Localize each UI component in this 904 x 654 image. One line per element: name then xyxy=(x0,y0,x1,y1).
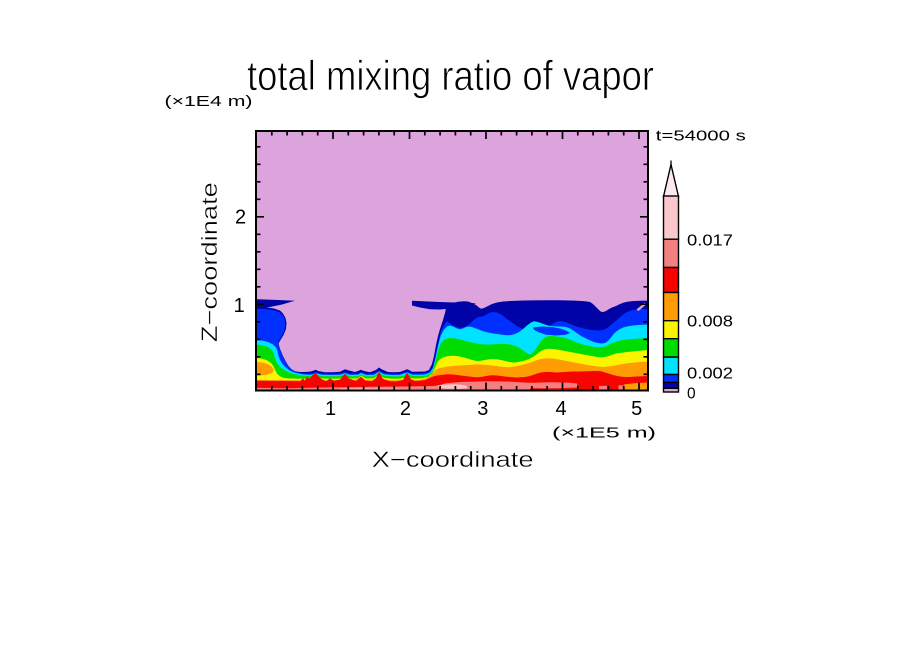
svg-text:Z−coordinate: Z−coordinate xyxy=(197,182,222,342)
svg-text:5: 5 xyxy=(631,398,642,420)
svg-text:4: 4 xyxy=(555,398,566,420)
svg-text:3: 3 xyxy=(477,398,488,420)
svg-text:(×1E5 m): (×1E5 m) xyxy=(552,426,656,442)
svg-text:(×1E4 m): (×1E4 m) xyxy=(165,94,253,110)
svg-text:0: 0 xyxy=(687,385,696,402)
svg-text:2: 2 xyxy=(400,398,411,420)
svg-text:0.002: 0.002 xyxy=(687,366,733,383)
svg-text:total mixing ratio of vapor: total mixing ratio of vapor xyxy=(247,52,654,99)
svg-text:2: 2 xyxy=(235,207,246,229)
svg-text:0.017: 0.017 xyxy=(687,233,733,250)
svg-text:X−coordinate: X−coordinate xyxy=(372,447,534,472)
svg-text:1: 1 xyxy=(234,295,245,317)
svg-text:0.008: 0.008 xyxy=(687,313,733,330)
svg-text:t=54000 s: t=54000 s xyxy=(656,129,746,145)
svg-text:1: 1 xyxy=(325,398,336,420)
